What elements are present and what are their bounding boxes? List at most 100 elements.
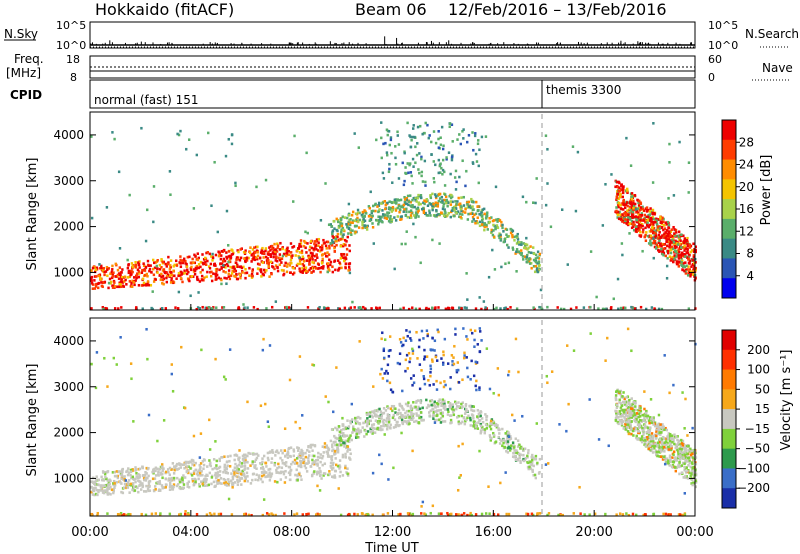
data-cell: [505, 512, 508, 516]
data-cell: [346, 224, 349, 228]
data-cell: [361, 426, 364, 429]
data-cell: [193, 253, 196, 257]
data-cell: [321, 454, 325, 458]
data-cell: [318, 266, 321, 270]
data-cell: [509, 437, 513, 440]
data-cell: [318, 305, 321, 309]
data-cell: [177, 133, 181, 137]
data-cell: [515, 269, 518, 273]
data-cell: [464, 403, 468, 406]
data-cell: [305, 512, 308, 516]
data-cell: [260, 467, 263, 470]
data-cell: [291, 246, 294, 249]
data-cell: [407, 401, 410, 404]
data-cell: [530, 461, 534, 465]
data-cell: [124, 486, 127, 490]
data-cell: [244, 453, 247, 457]
data-cell: [634, 206, 637, 210]
data-cell: [311, 449, 314, 452]
data-cell: [655, 222, 659, 225]
data-cell: [109, 493, 112, 496]
data-cell: [202, 479, 206, 482]
data-cell: [437, 213, 440, 216]
data-cell: [433, 400, 436, 404]
data-cell: [291, 460, 295, 464]
data-cell: [231, 475, 235, 478]
data-cell: [474, 513, 478, 516]
data-cell: [107, 483, 111, 487]
data-cell: [537, 257, 541, 260]
data-cell: [258, 476, 261, 479]
data-cell: [377, 218, 381, 222]
data-cell: [466, 513, 469, 517]
data-cell: [371, 209, 375, 213]
data-cell: [527, 246, 530, 250]
data-cell: [112, 279, 116, 283]
data-cell: [628, 207, 632, 211]
data-cell: [116, 474, 119, 478]
data-cell: [336, 220, 340, 224]
data-cell: [628, 201, 632, 205]
data-cell: [378, 407, 381, 411]
data-cell: [371, 415, 374, 419]
data-cell: [374, 209, 377, 213]
data-cell: [579, 512, 582, 515]
data-cell: [160, 258, 163, 261]
data-cell: [319, 453, 322, 456]
data-cell: [249, 246, 252, 249]
data-cell: [625, 201, 629, 204]
data-cell: [420, 419, 423, 422]
data-cell: [677, 234, 680, 238]
data-cell: [423, 202, 426, 206]
data-cell: [441, 400, 444, 404]
data-cell: [305, 269, 308, 273]
y-tick-label: 3000: [53, 174, 84, 188]
data-cell: [152, 267, 155, 271]
data-cell: [258, 256, 262, 260]
data-cell: [201, 482, 204, 486]
data-cell: [438, 418, 441, 422]
data-cell: [226, 471, 230, 475]
data-cell: [266, 257, 269, 260]
data-cell: [458, 215, 461, 219]
data-cell: [694, 268, 697, 272]
data-cell: [148, 489, 152, 492]
data-cell: [280, 466, 284, 470]
data-cell: [526, 512, 530, 516]
data-cell: [320, 477, 323, 480]
data-cell: [379, 217, 382, 220]
data-cell: [140, 126, 143, 130]
data-cell: [203, 276, 206, 280]
data-cell: [191, 463, 194, 466]
data-cell: [275, 255, 278, 259]
data-cell: [362, 421, 365, 425]
data-cell: [273, 250, 276, 254]
noise-sky-trace: [89, 36, 692, 45]
data-cell: [383, 213, 387, 217]
data-cell: [145, 484, 148, 488]
data-cell: [484, 512, 488, 515]
data-cell: [311, 252, 314, 255]
data-cell: [286, 307, 289, 311]
data-cell: [653, 307, 656, 310]
data-cell: [387, 354, 391, 358]
data-cell: [276, 244, 280, 248]
data-cell: [137, 270, 141, 273]
data-cell: [337, 307, 340, 310]
data-cell: [169, 193, 172, 197]
data-cell: [480, 211, 483, 214]
data-cell: [427, 307, 431, 311]
data-cell: [204, 263, 208, 267]
data-cell: [313, 462, 316, 466]
data-cell: [454, 327, 457, 331]
data-cell: [452, 214, 456, 218]
data-cell: [441, 414, 445, 418]
data-cell: [364, 224, 368, 228]
data-cell: [169, 485, 173, 488]
data-cell: [398, 208, 402, 211]
data-cell: [637, 201, 640, 205]
data-cell: [474, 384, 477, 388]
data-cell: [201, 253, 204, 256]
data-cell: [351, 300, 354, 304]
data-cell: [499, 307, 502, 310]
